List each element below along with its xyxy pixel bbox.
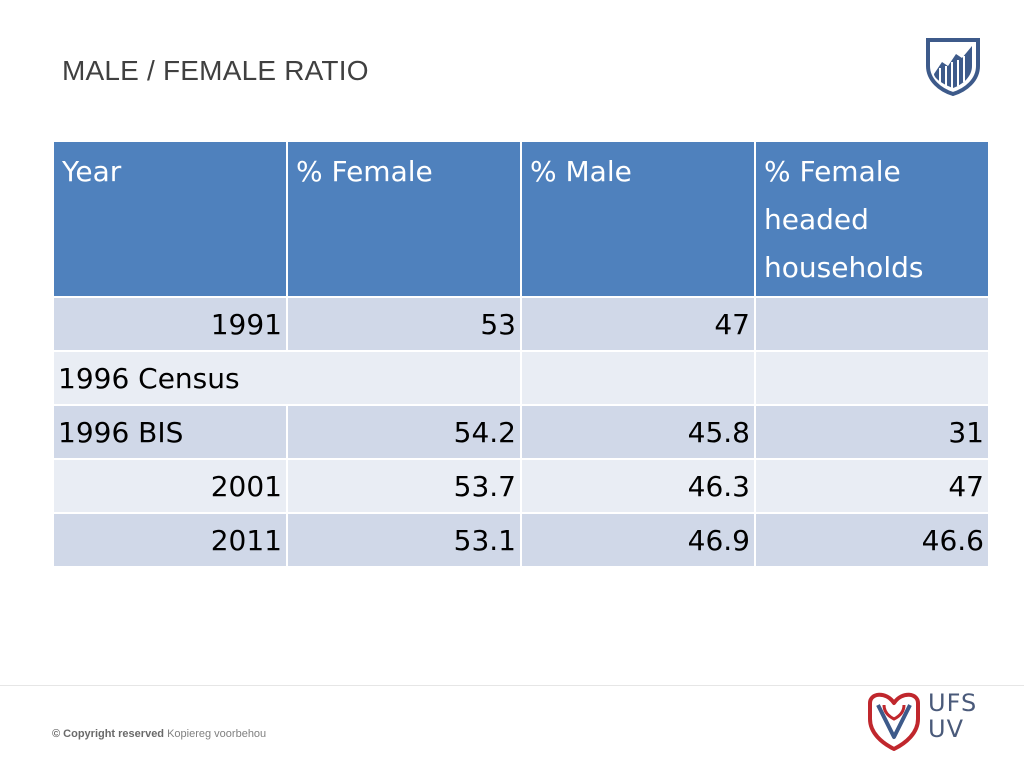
copyright-bold: © Copyright reserved xyxy=(52,728,165,740)
cell-year: 2011 xyxy=(52,512,288,568)
footer-divider xyxy=(0,685,1024,686)
cell-fhh: 46.6 xyxy=(754,512,990,568)
cell-fhh: 31 xyxy=(754,404,990,460)
cell-fhh xyxy=(754,350,990,406)
cell-female: 54.2 xyxy=(286,404,522,460)
ufs-wordmark: UFS UV xyxy=(928,690,977,742)
cell-female: 53.1 xyxy=(286,512,522,568)
copyright-afrikaans: Kopiereg voorbehou xyxy=(167,728,267,740)
copyright-notice: © Copyright reserved Kopiereg voorbehou xyxy=(52,728,266,740)
table-row: 1991 53 47 xyxy=(52,296,990,352)
cell-female: 53 xyxy=(286,296,522,352)
cell-year: 1991 xyxy=(52,296,288,352)
ufs-wordmark-line1: UFS xyxy=(928,689,978,717)
cell-year: 1996 BIS xyxy=(52,404,288,460)
cell-male: 46.3 xyxy=(520,458,756,514)
table-row: 2011 53.1 46.9 46.6 xyxy=(52,512,990,568)
university-crest-icon xyxy=(926,38,980,96)
ufs-wordmark-line2: UV xyxy=(928,715,964,743)
table-row: 1996 Census xyxy=(52,350,990,406)
cell-year: 1996 Census xyxy=(52,350,522,406)
header-female: % Female xyxy=(286,140,522,298)
table-row: 1996 BIS 54.2 45.8 31 xyxy=(52,404,990,460)
header-male: % Male xyxy=(520,140,756,298)
header-year: Year xyxy=(52,140,288,298)
table-row: 2001 53.7 46.3 47 xyxy=(52,458,990,514)
table-header-row: Year % Female % Male % Female headed hou… xyxy=(52,140,990,298)
cell-male: 45.8 xyxy=(520,404,756,460)
cell-fhh xyxy=(754,296,990,352)
header-female-headed-households: % Female headed households xyxy=(754,140,990,298)
cell-male: 47 xyxy=(520,296,756,352)
cell-female: 53.7 xyxy=(286,458,522,514)
ufs-heart-logo-icon xyxy=(868,692,920,751)
cell-year: 2001 xyxy=(52,458,288,514)
cell-male xyxy=(520,350,756,406)
cell-male: 46.9 xyxy=(520,512,756,568)
slide-title: MALE / FEMALE RATIO xyxy=(62,55,369,86)
cell-fhh: 47 xyxy=(754,458,990,514)
ratio-table: Year % Female % Male % Female headed hou… xyxy=(52,140,990,568)
